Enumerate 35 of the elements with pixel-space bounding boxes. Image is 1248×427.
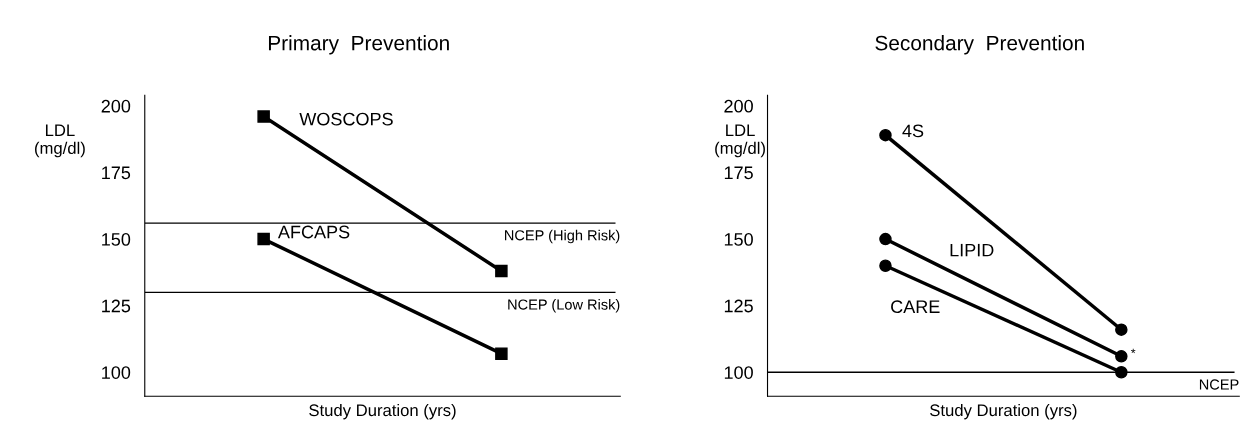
- point: [879, 128, 892, 142]
- y-tick-label: 125: [724, 299, 753, 313]
- series-label: LIPID: [950, 243, 994, 257]
- y-tick-label: 200: [101, 99, 131, 113]
- ref-line-label: NCEP (High Risk): [505, 229, 620, 244]
- x-axis-title: Study Duration (yrs): [309, 403, 456, 420]
- point: [879, 232, 892, 246]
- y-tick-label: 150: [724, 233, 753, 246]
- point: [495, 264, 508, 278]
- point: [879, 259, 892, 272]
- y-tick-label: 200: [724, 99, 753, 113]
- chart-title: Primary Prevention: [268, 35, 449, 55]
- y-tick-label: 125: [102, 299, 131, 313]
- chart-title: Secondary Prevention: [875, 35, 1084, 55]
- y-tick-label: 175: [724, 166, 753, 180]
- series-label: CARE: [891, 300, 940, 314]
- y-tick-label: 100: [724, 366, 753, 379]
- y-axis-title: LDL (mg/dl): [35, 124, 85, 158]
- point: [495, 347, 508, 360]
- series-label: WOSCOPS: [299, 112, 393, 126]
- point: [1115, 350, 1128, 363]
- y-tick-label: 150: [102, 233, 131, 246]
- point: [1115, 323, 1128, 336]
- series-label: AFCAPS: [277, 225, 350, 239]
- ref-line-label: NCEP: [1199, 379, 1239, 390]
- x-axis-title: Study Duration (yrs): [930, 403, 1077, 420]
- point: [1115, 366, 1128, 379]
- ref-line-label: NCEP (Low Risk): [508, 299, 620, 313]
- series-label: 4S: [902, 124, 924, 138]
- point: [257, 232, 270, 246]
- annotation: *: [1130, 348, 1136, 354]
- y-tick-label: 100: [102, 366, 131, 379]
- point: [257, 110, 270, 123]
- y-tick-label: 175: [102, 166, 131, 180]
- y-axis-title: LDL (mg/dl): [715, 124, 765, 158]
